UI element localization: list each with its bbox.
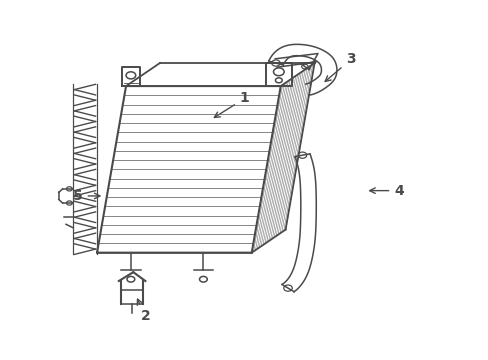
- Text: 4: 4: [369, 184, 403, 198]
- Text: 3: 3: [325, 53, 355, 81]
- Text: 5: 5: [73, 189, 100, 203]
- Text: 1: 1: [214, 91, 249, 117]
- Text: 2: 2: [137, 299, 150, 324]
